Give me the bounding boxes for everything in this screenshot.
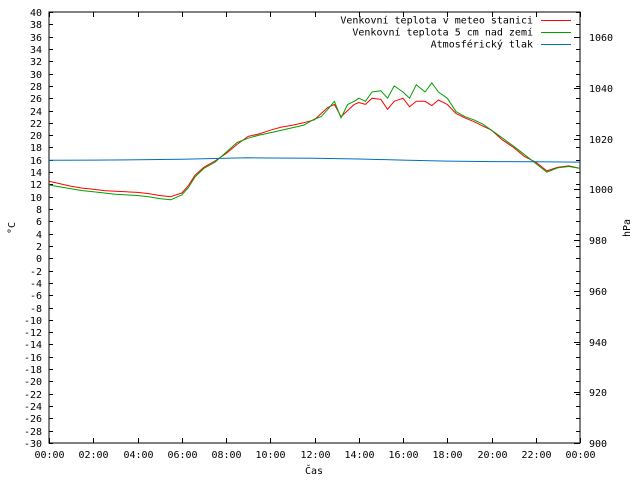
- series-line-1: [48, 97, 581, 198]
- x-tick-label: 02:00: [78, 450, 108, 461]
- series-line-2: [48, 82, 581, 201]
- y-tick-label: -16: [24, 353, 42, 364]
- y-tick-label: 12: [30, 180, 42, 191]
- y2-tick-label: 1060: [589, 33, 613, 44]
- y-axis-label: °C: [7, 222, 18, 234]
- x-tick-label: 08:00: [211, 450, 241, 461]
- y-tick-label: 10: [30, 193, 42, 204]
- x-axis-label: Čas: [305, 464, 323, 477]
- y-tick-label: -6: [30, 291, 42, 302]
- y2-tick-label: 1000: [589, 185, 613, 196]
- y2-tick-label: 980: [589, 236, 607, 247]
- y-tick-label: 14: [30, 168, 42, 179]
- y-tick-label: 34: [30, 45, 42, 56]
- x-tick-label: 00:00: [34, 450, 64, 461]
- y-tick-label: -24: [24, 402, 42, 413]
- y2-axis-label: hPa: [622, 219, 633, 237]
- y-tick-label: 32: [30, 57, 42, 68]
- plot-frame: [48, 11, 581, 444]
- y-tick-label: 8: [36, 205, 42, 216]
- y-tick-label: 40: [30, 8, 42, 19]
- x-tick-label: 06:00: [167, 450, 197, 461]
- y-tick-label: -28: [24, 427, 42, 438]
- y2-tick-label: 940: [589, 338, 607, 349]
- x-tick-label: 12:00: [300, 450, 330, 461]
- y-tick-label: -4: [30, 279, 42, 290]
- y-tick-label: 2: [36, 242, 42, 253]
- y-tick-label: 38: [30, 20, 42, 31]
- y-tick-label: -30: [24, 439, 42, 450]
- y-tick-label: 6: [36, 217, 42, 228]
- y-tick-label: -22: [24, 390, 42, 401]
- series-line-3: [48, 157, 581, 163]
- y-tick-label: -10: [24, 316, 42, 327]
- y-tick-label: 16: [30, 156, 42, 167]
- y-tick-label: -14: [24, 340, 42, 351]
- y-tick-label: -20: [24, 377, 42, 388]
- legend-label-1: Venkovní teplota v meteo stanici: [340, 15, 533, 27]
- y-tick-label: 4: [36, 230, 42, 241]
- y-tick-label: 36: [30, 33, 42, 44]
- left-axis-ticks: -30-28-26-24-22-20-18-16-14-12-10-8-6-4-…: [24, 8, 580, 450]
- y-tick-label: -26: [24, 414, 42, 425]
- y2-tick-label: 920: [589, 388, 607, 399]
- y-tick-label: 26: [30, 94, 42, 105]
- x-tick-label: 14:00: [344, 450, 374, 461]
- y-tick-label: -8: [30, 304, 42, 315]
- y2-tick-label: 960: [589, 287, 607, 298]
- legend: Venkovní teplota v meteo staniciVenkovní…: [340, 15, 571, 51]
- x-axis-ticks: 00:00 02:00 04:00 06:00 08:00 10:00 12:00 14:00…: [34, 12, 596, 461]
- x-tick-label: 16:00: [388, 450, 418, 461]
- x-tick-label: 20:00: [477, 450, 507, 461]
- y-tick-label: -2: [30, 267, 42, 278]
- y-tick-label: 30: [30, 70, 42, 81]
- y2-tick-label: 1040: [589, 84, 613, 95]
- x-tick-label: 22:00: [521, 450, 551, 461]
- y-tick-label: 22: [30, 119, 42, 130]
- y-tick-label: 0: [36, 254, 42, 265]
- right-axis-ticks: 900 920 940 960 980 1000 1020 1040 1060: [574, 33, 613, 450]
- x-tick-label: 10:00: [255, 450, 285, 461]
- series-lines: [48, 82, 581, 201]
- legend-label-2: Venkovní teplota 5 cm nad zemí: [352, 27, 533, 39]
- y-tick-label: 18: [30, 143, 42, 154]
- y-tick-label: -18: [24, 365, 42, 376]
- y-tick-label: 28: [30, 82, 42, 93]
- x-tick-label: 04:00: [123, 450, 153, 461]
- y2-tick-label: 900: [589, 439, 607, 450]
- plot-border: [48, 11, 581, 444]
- y2-tick-label: 1020: [589, 135, 613, 146]
- y-tick-label: 24: [30, 107, 42, 118]
- x-tick-label: 00:00: [565, 450, 595, 461]
- legend-label-3: Atmosférický tlak: [431, 39, 533, 51]
- x-tick-label: 18:00: [432, 450, 462, 461]
- y-tick-label: -12: [24, 328, 42, 339]
- y-tick-label: 20: [30, 131, 42, 142]
